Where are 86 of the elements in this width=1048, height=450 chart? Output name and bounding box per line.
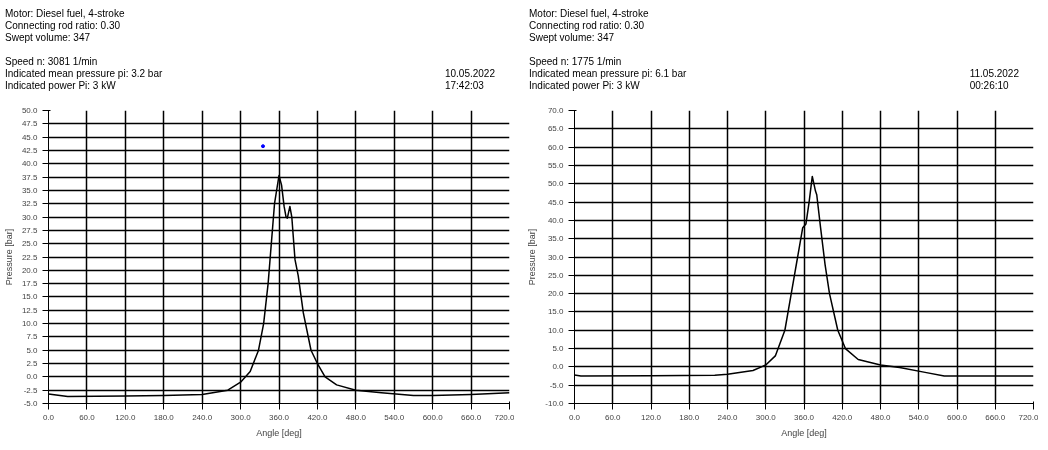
text: 00:26:10 xyxy=(969,80,1009,91)
y-tick-label: 25.0 xyxy=(21,239,39,249)
text: Indicated mean pressure pi: 6.1 bar xyxy=(529,68,687,79)
y-tick-label: 55.0 xyxy=(547,160,565,170)
text: Swept volume: 347 xyxy=(529,32,615,43)
x-tick-label: 0.0 xyxy=(568,412,581,422)
y-tick-label: 15.0 xyxy=(21,292,39,302)
y-tick-label: 7.5 xyxy=(26,332,39,342)
y-tick-label: 15.0 xyxy=(547,307,565,317)
y-tick-label: -2.5 xyxy=(23,385,39,395)
x-tick-label: 120.0 xyxy=(115,412,136,422)
y-tick-label: 47.5 xyxy=(21,119,39,129)
y-tick-label: 45.0 xyxy=(21,132,39,142)
x-tick-label: 300.0 xyxy=(755,412,777,422)
x-tick-label: 600.0 xyxy=(422,412,444,422)
y-tick-label: 0.0 xyxy=(552,362,565,372)
x-tick-label: 120.0 xyxy=(640,412,662,422)
y-tick-label: 40.0 xyxy=(21,159,39,169)
x-axis-title: Angle [deg] xyxy=(256,427,302,438)
y-tick-label: 12.5 xyxy=(21,305,39,315)
x-tick-label: 180.0 xyxy=(679,412,700,422)
x-tick-label: 660.0 xyxy=(985,412,1006,422)
x-tick-label: 540.0 xyxy=(384,412,405,422)
x-tick-label: 600.0 xyxy=(946,412,968,422)
x-tick-label: 60.0 xyxy=(79,412,96,422)
y-tick-label: 10.0 xyxy=(547,325,565,335)
text: Speed n: 3081 1/min xyxy=(5,56,98,67)
y-tick-label: 5.0 xyxy=(552,344,565,354)
text: Swept volume: 347 xyxy=(5,32,91,43)
chart-title: Motor: Diesel fuel, 4-stroke xyxy=(529,8,649,19)
x-tick-label: 0.0 xyxy=(42,412,55,422)
y-tick-label: 22.5 xyxy=(21,252,39,262)
text: Indicated power Pi: 3 kW xyxy=(529,80,640,91)
y-tick-label: 50.0 xyxy=(21,106,39,115)
y-tick-label: 30.0 xyxy=(21,212,39,222)
y-tick-label: 20.0 xyxy=(21,265,39,275)
x-tick-label: 540.0 xyxy=(908,412,930,422)
text: Speed n: 1775 1/min xyxy=(529,56,622,67)
text: Connecting rod ratio: 0.30 xyxy=(529,20,645,31)
x-tick-label: 300.0 xyxy=(230,412,252,422)
x-tick-label: 480.0 xyxy=(345,412,367,422)
x-tick-label: 480.0 xyxy=(870,412,892,422)
y-tick-label: 10.0 xyxy=(21,319,39,329)
y-tick-label: 45.0 xyxy=(547,197,565,207)
x-axis-title: Angle [deg] xyxy=(781,427,827,438)
y-tick-label: 30.0 xyxy=(547,252,565,262)
y-tick-label: 60.0 xyxy=(547,142,565,152)
y-tick-label: 20.0 xyxy=(547,289,565,299)
x-tick-label: 720.0 xyxy=(494,412,516,422)
y-axis-title: Pressure [bar] xyxy=(527,228,538,286)
text: 17:42:03 xyxy=(444,80,484,91)
y-axis-title: Pressure [bar] xyxy=(3,228,14,286)
y-tick-label: 65.0 xyxy=(547,124,565,134)
y-tick-label: 25.0 xyxy=(547,270,565,280)
y-tick-label: 37.5 xyxy=(21,172,39,182)
y-tick-label: 17.5 xyxy=(21,279,39,289)
y-tick-label: 32.5 xyxy=(21,199,39,209)
text: Indicated mean pressure pi: 3.2 bar xyxy=(5,68,163,79)
chart-title: Motor: Diesel fuel, 4-stroke xyxy=(5,8,125,19)
y-tick-label: 40.0 xyxy=(547,215,565,225)
y-tick-label: 42.5 xyxy=(21,145,39,155)
y-tick-label: -5.0 xyxy=(549,380,565,390)
x-tick-label: 360.0 xyxy=(793,412,815,422)
y-tick-label: 50.0 xyxy=(547,179,565,189)
x-tick-label: 240.0 xyxy=(717,412,739,422)
x-tick-label: 660.0 xyxy=(461,412,482,422)
text: 11.05.2022 xyxy=(969,68,1019,79)
text: Indicated power Pi: 3 kW xyxy=(5,80,116,91)
y-tick-label: 70.0 xyxy=(547,106,565,115)
y-tick-label: 2.5 xyxy=(26,359,39,369)
x-tick-label: 720.0 xyxy=(1018,412,1040,422)
text: 10.05.2022 xyxy=(444,68,495,79)
x-tick-label: 360.0 xyxy=(268,412,290,422)
y-tick-label: 0.0 xyxy=(26,372,39,382)
x-tick-label: 420.0 xyxy=(307,412,328,422)
y-tick-label: -5.0 xyxy=(23,399,39,408)
y-tick-label: 35.0 xyxy=(21,185,39,195)
y-tick-label: 27.5 xyxy=(21,225,39,235)
x-tick-label: 180.0 xyxy=(153,412,175,422)
y-tick-label: 5.0 xyxy=(26,345,39,355)
y-tick-label: -10.0 xyxy=(545,399,565,408)
x-tick-label: 240.0 xyxy=(192,412,213,422)
x-tick-label: 420.0 xyxy=(832,412,853,422)
x-tick-label: 60.0 xyxy=(604,412,622,422)
text: Connecting rod ratio: 0.30 xyxy=(5,20,121,31)
y-tick-label: 35.0 xyxy=(547,234,565,244)
